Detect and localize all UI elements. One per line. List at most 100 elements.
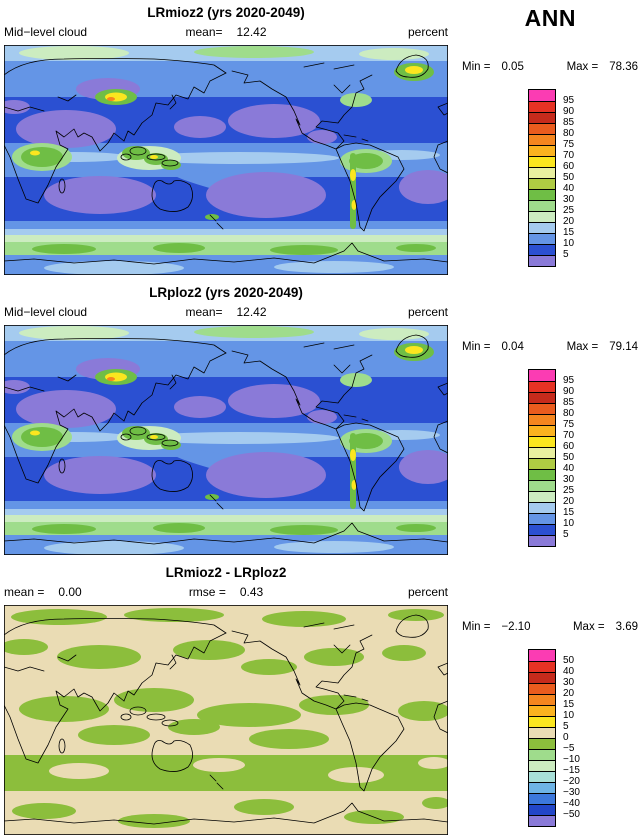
colorbar-tick-label: 80 — [563, 128, 575, 139]
mean-value: 12.42 — [236, 305, 267, 319]
legend-area: Min = 0.04 Max = 79.14 95 90 85 80 75 70 60 50 4… — [448, 325, 644, 555]
mean-value: 0.00 — [58, 585, 82, 599]
map-container — [4, 45, 448, 275]
minmax-row: Min = −2.10 Max = 3.69 — [462, 621, 638, 633]
mean-label: mean= — [185, 25, 223, 39]
subheader: Mid−level cloud mean= 12.42 percent — [4, 25, 448, 40]
colorbar-tick-label: 80 — [563, 408, 575, 419]
panel-difference: LRmioz2 - LRploz2 mean = 0.00 rmse = 0.4… — [0, 560, 644, 840]
colorbar-tick-label: −40 — [563, 798, 580, 809]
colorbar-tick-label: −10 — [563, 754, 580, 765]
colorbar-cell — [529, 403, 555, 414]
colorbar-tick-label: 70 — [563, 150, 575, 161]
colorbar-cell — [529, 370, 555, 381]
colorbar-tick-label: 90 — [563, 386, 575, 397]
colorbar-cell — [529, 491, 555, 502]
map-frame — [4, 45, 448, 275]
min-label: Min = — [462, 61, 491, 73]
map-container — [4, 605, 448, 835]
colorbar-tick-label: 90 — [563, 106, 575, 117]
minmax-row: Min = 0.05 Max = 78.36 — [462, 61, 638, 73]
mean-label: mean = — [4, 585, 45, 599]
max-label: Max = — [566, 341, 599, 353]
colorbar-tick-label: −5 — [563, 743, 575, 754]
colorbar-tick-label: 30 — [563, 677, 575, 688]
max-value: 78.36 — [609, 61, 638, 73]
colorbar-cell — [529, 145, 555, 156]
colorbar-cell — [529, 447, 555, 458]
panel-lrmioz2: LRmioz2 (yrs 2020-2049) Mid−level cloud … — [0, 0, 644, 280]
colorbar-tick-label: 60 — [563, 441, 575, 452]
colorbar-cell — [529, 458, 555, 469]
colorbar-cell — [529, 233, 555, 244]
colorbar-cell — [529, 694, 555, 705]
colorbar-cell — [529, 244, 555, 255]
colorbar-cell — [529, 815, 555, 826]
colorbar-tick-label: 75 — [563, 139, 575, 150]
colorbar-tick-label: 75 — [563, 419, 575, 430]
colorbar-cell — [529, 672, 555, 683]
map-difference — [4, 605, 448, 835]
colorbar-tick-label: −30 — [563, 787, 580, 798]
minmax-row: Min = 0.04 Max = 79.14 — [462, 341, 638, 353]
mean-label: mean= — [185, 305, 223, 319]
colorbar-cell — [529, 513, 555, 524]
min-label: Min = — [462, 621, 491, 633]
units-label: percent — [407, 585, 448, 599]
max-label: Max = — [572, 621, 605, 633]
colorbar-cell — [529, 101, 555, 112]
colorbar: 95 90 85 80 75 70 60 50 40 30 25 20 15 10 5 — [528, 369, 574, 547]
colorbar-tick-label: −20 — [563, 776, 580, 787]
min-label: Min = — [462, 341, 491, 353]
legend-area: Min = 0.05 Max = 78.36 95 90 85 80 75 70 60 50 4… — [448, 45, 644, 275]
rmse-label: rmse = — [188, 585, 226, 599]
max-label: Max = — [566, 61, 599, 73]
colorbar-cell — [529, 134, 555, 145]
map-container — [4, 325, 448, 555]
colorbar-cell — [529, 535, 555, 546]
colorbar-cell — [529, 760, 555, 771]
colorbar-tick-label: 15 — [563, 227, 575, 238]
rmse-value: 0.43 — [239, 585, 264, 599]
colorbar-cell — [529, 90, 555, 101]
units-label: percent — [407, 305, 448, 319]
colorbar-cell — [529, 167, 555, 178]
colorbar-cell — [529, 255, 555, 266]
map-lrmioz2 — [4, 45, 448, 275]
colorbar-tick-label: 40 — [563, 183, 575, 194]
colorbar-tick-label: 5 — [563, 721, 569, 732]
colorbar-tick-label: 95 — [563, 375, 575, 386]
colorbar-tick-label: 15 — [563, 699, 575, 710]
colorbar-cell — [529, 683, 555, 694]
colorbar-tick-label: 25 — [563, 485, 575, 496]
colorbar-cell — [529, 392, 555, 403]
colorbar-cell — [529, 716, 555, 727]
colorbar-cell — [529, 123, 555, 134]
max-value: 79.14 — [609, 341, 638, 353]
colorbar-cell — [529, 414, 555, 425]
min-value: 0.05 — [501, 61, 524, 73]
min-value: 0.04 — [501, 341, 524, 353]
panel-title: LRmioz2 - LRploz2 — [165, 565, 287, 580]
colorbar-cell — [529, 156, 555, 167]
colorbar-tick-label: 20 — [563, 216, 575, 227]
colorbar-cell — [529, 200, 555, 211]
colorbar-cell — [529, 749, 555, 760]
colorbar: 50 40 30 20 15 10 5 0 −5 −10 −15 −20 −30 −40 −50 — [528, 649, 580, 827]
colorbar-cell — [529, 793, 555, 804]
subheader: mean = 0.00 rmse = 0.43 percent — [4, 585, 448, 600]
colorbar-tick-label: 50 — [563, 655, 575, 666]
variable-label: Mid−level cloud — [4, 25, 88, 39]
colorbar-tick-label: 20 — [563, 496, 575, 507]
colorbar-cell — [529, 738, 555, 749]
colorbar-cell — [529, 112, 555, 123]
colorbar-cell — [529, 178, 555, 189]
colorbar-tick-label: 85 — [563, 397, 575, 408]
colorbar-cell — [529, 502, 555, 513]
max-value: 3.69 — [615, 621, 638, 633]
colorbar-cell — [529, 804, 555, 815]
panel-lrploz2: LRploz2 (yrs 2020-2049) Mid−level cloud … — [0, 280, 644, 560]
colorbar-cell — [529, 524, 555, 535]
colorbar: 95 90 85 80 75 70 60 50 40 30 25 20 15 10 5 — [528, 89, 574, 267]
colorbar-tick-label: 25 — [563, 205, 575, 216]
